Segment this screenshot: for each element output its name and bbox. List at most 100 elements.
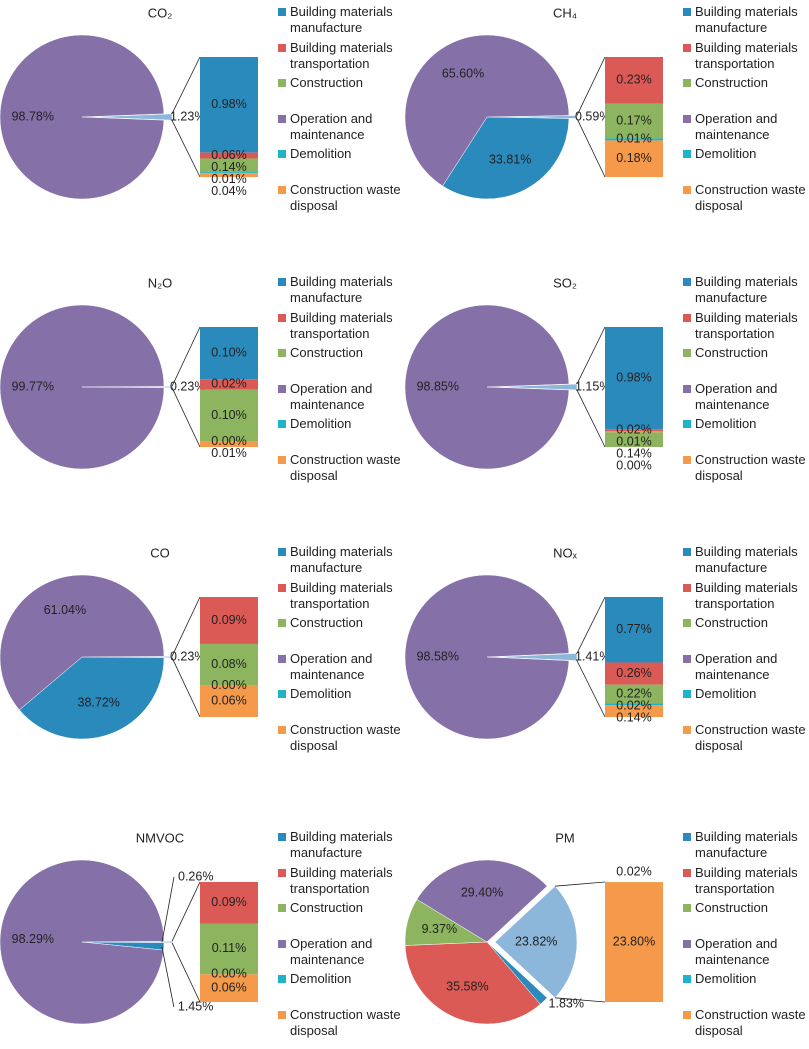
pie-label: 33.81% [489, 153, 531, 167]
pie-slice [0, 859, 165, 1025]
legend-label: Construction [290, 900, 363, 915]
legend-label: Building materials transportation [695, 579, 798, 611]
legend-marker [683, 43, 691, 52]
legend-item: Demolition [683, 146, 809, 182]
pie-slice [494, 383, 578, 391]
legend-marker [278, 43, 286, 52]
legend-marker [278, 185, 286, 194]
pie-slice [0, 574, 165, 711]
legend-label: Construction [695, 615, 768, 630]
bar-label: 0.14% [616, 710, 651, 724]
legend-label: Demolition [695, 416, 757, 431]
legend: Building materials manufacture Building m… [278, 274, 404, 487]
legend-label: Construction [695, 75, 768, 90]
legend-marker [683, 313, 691, 322]
pie-slice [494, 885, 578, 999]
legend: Building materials manufacture Building m… [683, 544, 809, 757]
bar-segment [605, 662, 663, 685]
legend-item: Building materials manufacture [278, 829, 404, 865]
chart: NMVOC 98.29% 0.26% 1.45% 0.09% 0.11% 0.00%0.06… [0, 830, 258, 1025]
pie-label: 1.41% [575, 649, 610, 663]
bar-label: 0.14% [211, 160, 246, 174]
legend-label: Construction waste disposal [290, 181, 401, 213]
legend-item: Construction [278, 345, 404, 381]
legend-label: Operation and maintenance [290, 380, 373, 412]
pie-label: 65.60% [442, 66, 484, 80]
bar-segment [200, 597, 258, 644]
legend-marker [278, 420, 286, 428]
legend-marker [683, 619, 691, 627]
legend-item: Construction [278, 900, 404, 936]
bar-segment [605, 103, 663, 139]
bar-segment [200, 158, 258, 173]
pie-slice [494, 115, 578, 119]
connector-line [171, 657, 201, 718]
legend-label: Building materials transportation [695, 39, 798, 71]
legend-item: Construction [683, 615, 809, 651]
legend-marker [683, 150, 691, 158]
pie-label: 98.29% [12, 932, 54, 946]
legend-marker [683, 384, 691, 393]
legend-item: Construction waste disposal [278, 1007, 404, 1043]
chart-panel: SO₂ 98.85% 1.15% 0.98% 0.02% 0.01% 0.14% 0.00% B… [405, 270, 809, 494]
bar-label: 0.77% [616, 622, 651, 636]
legend-marker [278, 654, 286, 663]
bar-label: 0.06% [211, 148, 246, 162]
chart: NOₓ 98.58% 1.41% 0.77% 0.26% 0.22%0.02%0.14% [405, 545, 663, 740]
chart: N₂O 99.77% 0.23% 0.10% 0.02% 0.10% 0.00%0.01% [0, 275, 258, 470]
legend-item: Building materials manufacture [683, 544, 809, 580]
legend-item: Demolition [683, 686, 809, 722]
pie-label: 0.59% [575, 109, 610, 123]
legend-marker [683, 690, 691, 698]
legend-label: Construction [695, 900, 768, 915]
bar-label: 0.06% [211, 694, 246, 708]
bar-label: 0.08% [211, 657, 246, 671]
bar-label: 0.01% [211, 172, 246, 186]
legend-marker [278, 548, 286, 556]
legend-item: Building materials manufacture [278, 274, 404, 310]
legend-label: Building materials transportation [695, 864, 798, 896]
legend-marker [278, 833, 286, 841]
legend-label: Building materials manufacture [695, 544, 798, 575]
bar-label: 0.02% [616, 864, 651, 878]
legend-marker [278, 725, 286, 734]
legend-item: Building materials transportation [683, 40, 809, 76]
chart-panel: NOₓ 98.58% 1.41% 0.77% 0.26% 0.22% 0.02% 0.14% B… [405, 540, 809, 764]
legend-label: Building materials transportation [290, 309, 393, 341]
pie-slice [494, 653, 578, 661]
legend-marker [683, 8, 691, 16]
legend-marker [278, 79, 286, 87]
legend-item: Construction waste disposal [683, 722, 809, 758]
leader-line [161, 876, 175, 943]
legend-item: Building materials transportation [278, 40, 404, 76]
chart-title: CO [150, 545, 170, 560]
legend-item: Demolition [683, 416, 809, 452]
legend-item: Building materials manufacture [683, 4, 809, 40]
chart: CO₂ 98.78% 1.23% 0.98% 0.06%0.14%0.01%0.04% [0, 5, 258, 200]
legend-item: Construction [683, 345, 809, 381]
legend-marker [278, 1010, 286, 1019]
legend-item: Construction [683, 900, 809, 936]
legend: Building materials manufacture Building m… [278, 4, 404, 217]
legend-item: Building materials manufacture [278, 4, 404, 40]
legend-label: Building materials manufacture [290, 274, 393, 305]
pie-slice [0, 34, 165, 200]
legend-marker [683, 868, 691, 877]
bar-segment [605, 138, 663, 141]
pie-label: 98.85% [417, 379, 459, 393]
legend-label: Building materials transportation [695, 309, 798, 341]
legend-item: Construction [683, 75, 809, 111]
chart-panel: NMVOC 98.29% 0.26% 1.45% 0.09% 0.11% 0.00% 0.06… [0, 825, 404, 1049]
bar-segment [605, 597, 663, 663]
pie-label: 98.78% [12, 109, 54, 123]
legend-label: Construction waste disposal [290, 451, 401, 483]
pie-slice [405, 941, 541, 1025]
pie-label: 98.58% [417, 649, 459, 663]
legend-marker [683, 904, 691, 912]
legend-item: Operation and maintenance [278, 651, 404, 687]
bar-segment [200, 379, 258, 390]
chart-panel: CH₄ 33.81% 65.60% 0.59% 0.23% 0.17% 0.01% 0.18%… [405, 0, 809, 224]
legend-label: Demolition [290, 146, 352, 161]
pie-label: 1.45% [178, 999, 213, 1013]
legend-item: Building materials transportation [683, 865, 809, 901]
